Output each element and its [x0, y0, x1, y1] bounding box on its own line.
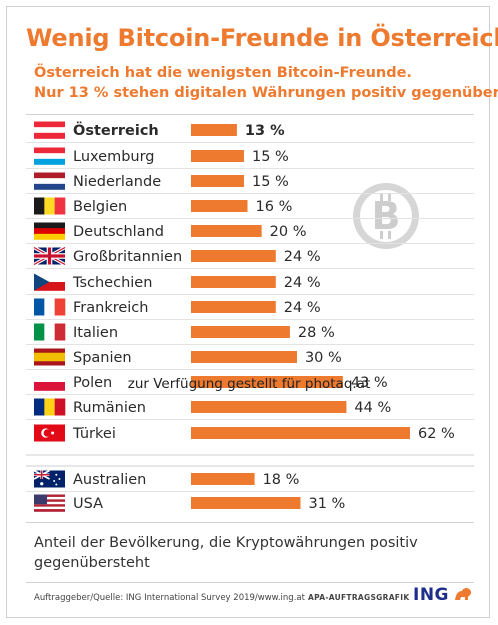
- chart-title: Wenig Bitcoin-Freunde in Österreich: [26, 24, 498, 52]
- value-label: 24 %: [284, 249, 321, 265]
- flag-icon-lu: [34, 147, 65, 165]
- value-label: 15 %: [252, 149, 289, 165]
- flag-icon-cz: [34, 273, 65, 291]
- value-label: 24 %: [284, 300, 321, 316]
- bar: [191, 250, 276, 262]
- flag-icon-tr: [34, 424, 65, 442]
- category-label: Polen: [73, 375, 112, 391]
- bar: [191, 175, 244, 187]
- value-label: 62 %: [418, 426, 455, 442]
- value-label: 28 %: [298, 325, 335, 341]
- footer-rule: [26, 582, 474, 583]
- bar: [191, 473, 255, 485]
- agency-label: APA-AUFTRAGSGRAFIK: [308, 593, 410, 602]
- source-note: Auftraggeber/Quelle: ING International S…: [34, 593, 305, 603]
- flag-icon-gb: [33, 246, 66, 266]
- category-label: USA: [73, 496, 103, 512]
- flag-icon-de: [34, 222, 65, 240]
- bar: [191, 497, 301, 509]
- subtitle-line-1: Österreich hat die wenigsten Bitcoin-Fre…: [34, 65, 412, 81]
- svg-text:B: B: [372, 194, 401, 238]
- category-label: Frankreich: [73, 300, 148, 316]
- category-label: Tschechien: [72, 275, 152, 291]
- bar: [191, 124, 237, 136]
- category-label: Türkei: [72, 426, 116, 442]
- bar: [191, 376, 343, 388]
- category-label: Niederlande: [73, 174, 161, 190]
- flag-icon-at: [34, 121, 65, 139]
- bar: [191, 401, 347, 413]
- category-label: Österreich: [73, 121, 159, 139]
- ing-lion-icon: [455, 587, 472, 600]
- chart-subtitle: Österreich hat die wenigsten Bitcoin-Fre…: [34, 63, 498, 103]
- category-label: Rumänien: [73, 400, 146, 416]
- bar: [191, 427, 410, 439]
- chart-footnote: Anteil der Bevölkerung, die Kryptowährun…: [34, 535, 418, 571]
- flag-icon-es: [34, 348, 65, 366]
- value-label: 15 %: [252, 174, 289, 190]
- bottom-rule: [26, 522, 474, 523]
- category-label: Großbritannien: [73, 249, 182, 265]
- category-label: Deutschland: [73, 224, 164, 240]
- category-label: Australien: [73, 472, 146, 488]
- flag-icon-ro: [34, 398, 66, 416]
- value-label: 44 %: [354, 400, 391, 416]
- value-label: 24 %: [284, 275, 321, 291]
- flag-icon-us: [34, 494, 65, 512]
- flag-icon-nl: [34, 172, 65, 190]
- flag-icon-it: [34, 323, 66, 341]
- category-label: Italien: [73, 325, 118, 341]
- bar: [191, 326, 290, 338]
- flag-icon-pl: [34, 373, 65, 391]
- flag-icon-be: [34, 197, 66, 215]
- flag-icon-fr: [34, 298, 66, 316]
- value-label: 18 %: [263, 472, 300, 488]
- top-rule: [26, 114, 474, 115]
- category-label: Luxemburg: [73, 149, 155, 165]
- watermark-text: zur Verfügung gestellt für photaq.at: [127, 376, 371, 392]
- value-label: 16 %: [256, 199, 293, 215]
- value-label: 43 %: [351, 375, 388, 391]
- bar: [191, 200, 248, 212]
- category-label: Belgien: [73, 199, 127, 215]
- value-label: 31 %: [309, 496, 346, 512]
- bar: [191, 225, 262, 237]
- bar: [191, 301, 276, 313]
- bar: [191, 150, 244, 162]
- bitcoin-icon: B: [353, 183, 419, 249]
- value-label: 13 %: [245, 123, 285, 139]
- bar: [191, 276, 276, 288]
- graphic-frame: [6, 6, 490, 618]
- bar: [191, 351, 297, 363]
- flag-icon-au: [33, 469, 65, 488]
- value-label: 30 %: [305, 350, 342, 366]
- subtitle-line-2: Nur 13 % stehen digitalen Währungen posi…: [34, 85, 498, 101]
- ing-logo-text: ING: [413, 585, 450, 605]
- category-label: Spanien: [73, 350, 132, 366]
- value-label: 20 %: [270, 224, 307, 240]
